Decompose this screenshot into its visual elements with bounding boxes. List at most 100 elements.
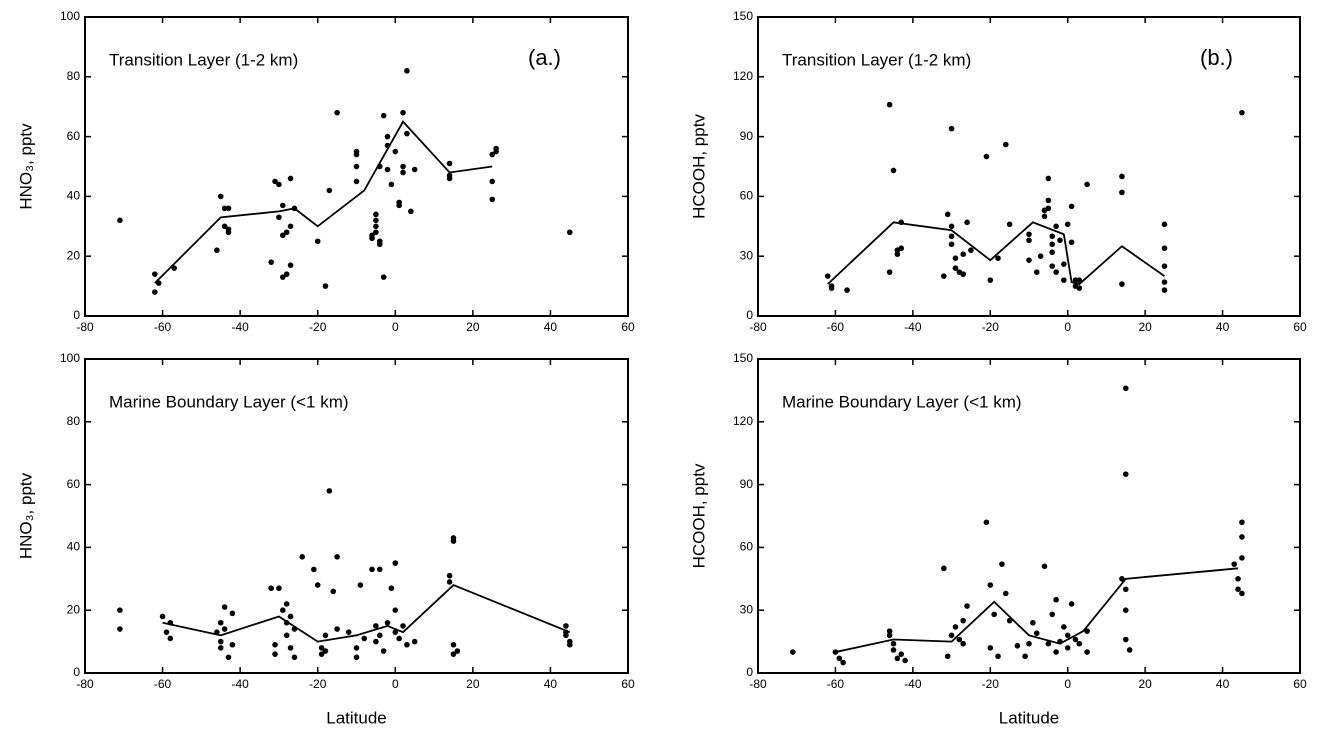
- data-point: [890, 647, 897, 653]
- data-point: [493, 148, 499, 155]
- data-point: [1033, 630, 1040, 637]
- y-tick-label: 60: [67, 129, 81, 143]
- data-point: [225, 229, 232, 236]
- data-point: [117, 607, 123, 613]
- data-point: [411, 638, 418, 645]
- data-point: [388, 585, 395, 592]
- data-point: [1064, 632, 1071, 639]
- y-tick-label: 120: [733, 414, 753, 428]
- data-point: [287, 262, 294, 268]
- x-tick-label: 40: [1216, 320, 1230, 334]
- x-tick-label: -40: [231, 677, 249, 691]
- data-point: [1235, 586, 1241, 593]
- data-point: [268, 259, 274, 265]
- data-point: [318, 651, 325, 657]
- data-point: [221, 205, 228, 212]
- data-point: [283, 271, 290, 277]
- data-point: [1064, 645, 1071, 651]
- data-point: [1026, 640, 1032, 647]
- data-point: [322, 283, 329, 289]
- data-point: [280, 607, 286, 613]
- plot-frame: [84, 358, 629, 674]
- data-point: [221, 626, 228, 632]
- data-point: [952, 255, 959, 261]
- data-point: [1064, 221, 1071, 228]
- plot-frame: [757, 358, 1301, 674]
- data-point: [836, 655, 843, 662]
- y-tick-label: 120: [733, 69, 753, 83]
- data-point: [152, 271, 158, 277]
- data-point: [983, 153, 990, 160]
- data-point: [898, 245, 905, 252]
- data-point: [388, 181, 395, 188]
- data-point: [1045, 640, 1052, 647]
- data-point: [1076, 277, 1083, 283]
- x-tick-label: 40: [544, 677, 558, 691]
- data-point: [1119, 576, 1125, 582]
- data-point: [334, 109, 340, 116]
- data-point: [1122, 385, 1129, 392]
- data-point: [1026, 237, 1032, 244]
- data-point: [404, 130, 410, 137]
- data-point: [221, 604, 228, 610]
- data-point: [987, 645, 994, 651]
- data-point: [944, 653, 951, 660]
- data-point: [567, 229, 573, 236]
- data-point: [353, 654, 360, 661]
- y-tick-label: 90: [740, 477, 754, 491]
- data-point: [221, 223, 228, 230]
- data-point: [446, 175, 453, 182]
- data-point: [960, 617, 966, 624]
- data-point: [353, 163, 360, 170]
- y-axis-label: HNO₃, pptv: [16, 472, 35, 559]
- y-tick-label: 0: [73, 308, 80, 322]
- x-tick-label: 60: [1293, 320, 1307, 334]
- x-tick-label: -20: [309, 320, 327, 334]
- data-point: [283, 601, 290, 607]
- y-tick-label: 20: [67, 602, 81, 616]
- x-tick-label: 0: [1064, 677, 1071, 691]
- x-tick-label: -60: [827, 320, 845, 334]
- data-point: [287, 175, 294, 182]
- y-tick-label: 80: [67, 414, 81, 428]
- data-point: [1057, 237, 1063, 244]
- data-point: [311, 566, 317, 573]
- panel-label: (a.): [528, 45, 561, 70]
- data-point: [790, 649, 796, 655]
- data-point: [268, 585, 274, 592]
- data-point: [489, 196, 496, 203]
- y-axis-label: HCOOH, pptv: [689, 114, 708, 219]
- x-tick-label: 40: [544, 320, 558, 334]
- panel: -80 -60 -40 -20 0 20 40 60 0 20 40 60 80 100 HNO₃, ppt…: [16, 9, 635, 334]
- data-point: [1231, 561, 1237, 567]
- data-point: [376, 632, 383, 639]
- data-point: [948, 223, 955, 230]
- data-point: [1239, 590, 1245, 597]
- data-point: [225, 205, 232, 212]
- data-point: [283, 229, 290, 236]
- data-point: [941, 565, 947, 572]
- data-point: [968, 247, 974, 254]
- data-point: [446, 572, 453, 579]
- data-point: [404, 641, 410, 648]
- data-point: [446, 579, 453, 585]
- x-tick-label: 60: [621, 677, 635, 691]
- data-point: [1049, 249, 1056, 256]
- data-point: [1045, 175, 1052, 182]
- data-point: [987, 582, 994, 588]
- data-point: [280, 274, 286, 280]
- data-point: [214, 247, 220, 254]
- data-point: [894, 655, 901, 662]
- data-point: [1002, 590, 1009, 597]
- data-point: [1053, 269, 1059, 275]
- data-point: [563, 623, 569, 629]
- data-point: [960, 251, 966, 258]
- plot-frame: [757, 16, 1301, 317]
- data-point: [229, 610, 236, 617]
- data-point: [400, 169, 406, 176]
- x-tick-label: -20: [982, 677, 1000, 691]
- data-point: [1072, 277, 1079, 283]
- panel: -80 -60 -40 -20 0 20 40 60 0 30 60 90 120 150 HCOOH, p…: [689, 9, 1307, 334]
- data-point: [400, 163, 406, 170]
- x-tick-label: -80: [749, 320, 767, 334]
